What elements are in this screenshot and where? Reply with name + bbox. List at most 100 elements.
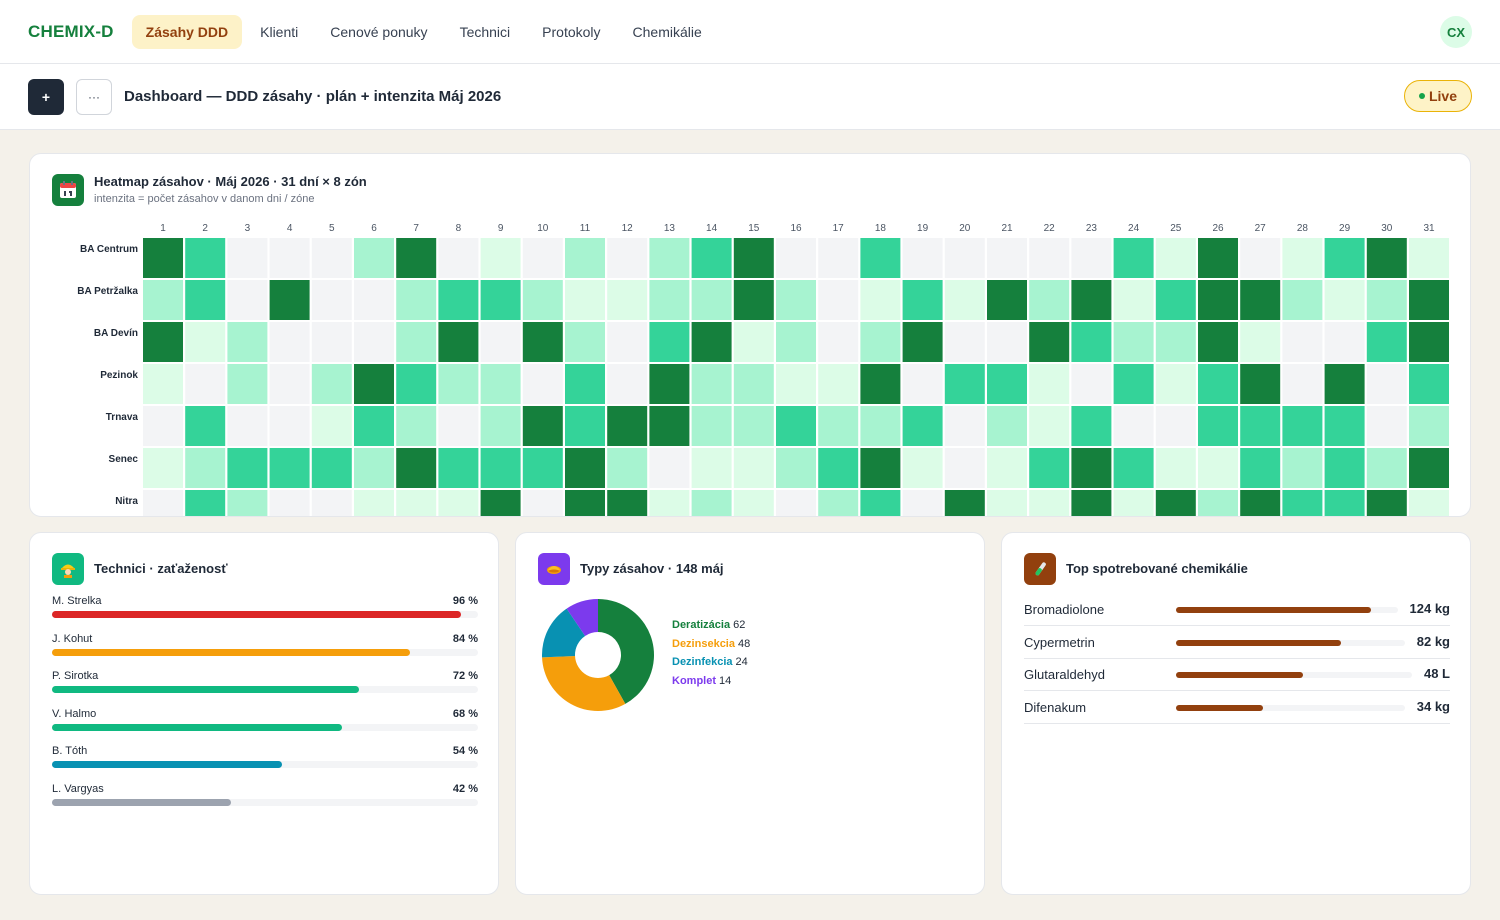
heatmap-cell[interactable] [269, 406, 310, 446]
heatmap-cell[interactable] [1409, 280, 1449, 320]
heatmap-cell[interactable] [944, 322, 985, 362]
heatmap-cell[interactable] [311, 406, 352, 446]
heatmap-cell[interactable] [143, 406, 183, 446]
heatmap-cell[interactable] [1240, 406, 1281, 446]
donut-slice[interactable] [542, 655, 626, 711]
heatmap-cell[interactable] [607, 448, 648, 488]
heatmap-cell[interactable] [1029, 406, 1070, 446]
heatmap-cell[interactable] [607, 280, 648, 320]
heatmap-cell[interactable] [396, 280, 437, 320]
heatmap-cell[interactable] [438, 322, 479, 362]
heatmap-cell[interactable] [1324, 364, 1365, 404]
heatmap-cell[interactable] [522, 448, 563, 488]
heatmap-cell[interactable] [776, 322, 816, 362]
heatmap-cell[interactable] [776, 364, 816, 404]
heatmap-cell[interactable] [438, 238, 479, 278]
heatmap-cell[interactable] [227, 280, 268, 320]
heatmap-cell[interactable] [1029, 490, 1070, 517]
heatmap-cell[interactable] [354, 238, 394, 278]
donut-slice[interactable] [542, 608, 586, 658]
chemical-row[interactable]: Cypermetrin 82 kg [1024, 626, 1450, 659]
heatmap-cell[interactable] [311, 280, 352, 320]
heatmap-cell[interactable] [733, 364, 774, 404]
heatmap-cell[interactable] [902, 238, 943, 278]
heatmap-cell[interactable] [480, 280, 521, 320]
heatmap-cell[interactable] [649, 364, 690, 404]
heatmap-cell[interactable] [607, 322, 648, 362]
heatmap-cell[interactable] [1409, 406, 1449, 446]
heatmap-cell[interactable] [987, 448, 1027, 488]
heatmap-cell[interactable] [1366, 406, 1407, 446]
heatmap-cell[interactable] [1155, 322, 1196, 362]
heatmap-cell[interactable] [565, 322, 605, 362]
heatmap-cell[interactable] [691, 280, 732, 320]
donut-slice[interactable] [566, 599, 598, 636]
heatmap-cell[interactable] [227, 406, 268, 446]
tab-protokoly[interactable]: Protokoly [542, 23, 601, 40]
heatmap-cell[interactable] [522, 406, 563, 446]
heatmap-cell[interactable] [438, 448, 479, 488]
heatmap-cell[interactable] [354, 364, 394, 404]
heatmap-cell[interactable] [354, 490, 394, 517]
heatmap-cell[interactable] [1324, 280, 1365, 320]
heatmap-cell[interactable] [1409, 448, 1449, 488]
heatmap-cell[interactable] [1282, 280, 1323, 320]
heatmap-cell[interactable] [1029, 322, 1070, 362]
heatmap-cell[interactable] [818, 322, 859, 362]
avatar[interactable]: CX [1440, 16, 1472, 48]
heatmap-cell[interactable] [438, 364, 479, 404]
heatmap-cell[interactable] [1155, 280, 1196, 320]
heatmap-cell[interactable] [860, 280, 901, 320]
heatmap-cell[interactable] [1240, 448, 1281, 488]
heatmap-cell[interactable] [1029, 280, 1070, 320]
heatmap-cell[interactable] [269, 280, 310, 320]
heatmap-cell[interactable] [1155, 238, 1196, 278]
heatmap-cell[interactable] [396, 406, 437, 446]
heatmap-cell[interactable] [818, 238, 859, 278]
heatmap-cell[interactable] [1071, 364, 1112, 404]
heatmap-cell[interactable] [522, 238, 563, 278]
heatmap-cell[interactable] [143, 364, 183, 404]
heatmap-cell[interactable] [1113, 490, 1154, 517]
heatmap-cell[interactable] [185, 238, 226, 278]
heatmap-cell[interactable] [185, 406, 226, 446]
heatmap-cell[interactable] [1240, 238, 1281, 278]
heatmap-cell[interactable] [776, 490, 816, 517]
heatmap-cell[interactable] [269, 238, 310, 278]
donut-slice[interactable] [598, 599, 655, 704]
heatmap-cell[interactable] [480, 238, 521, 278]
heatmap-cell[interactable] [776, 448, 816, 488]
heatmap-cell[interactable] [733, 238, 774, 278]
heatmap-cell[interactable] [649, 280, 690, 320]
heatmap-cell[interactable] [565, 406, 605, 446]
heatmap-cell[interactable] [269, 322, 310, 362]
heatmap-cell[interactable] [1366, 238, 1407, 278]
add-button[interactable]: + [28, 78, 64, 115]
heatmap-cell[interactable] [269, 364, 310, 404]
heatmap-cell[interactable] [1409, 238, 1449, 278]
heatmap-cell[interactable] [1282, 448, 1323, 488]
heatmap-cell[interactable] [143, 238, 183, 278]
heatmap-cell[interactable] [396, 322, 437, 362]
chemical-row[interactable]: Difenakum 34 kg [1024, 691, 1450, 724]
heatmap-cell[interactable] [1198, 364, 1238, 404]
heatmap-cell[interactable] [1409, 490, 1449, 517]
heatmap-cell[interactable] [269, 490, 310, 517]
heatmap-cell[interactable] [227, 238, 268, 278]
heatmap-cell[interactable] [438, 280, 479, 320]
heatmap-cell[interactable] [565, 448, 605, 488]
legend-item[interactable]: Dezinsekcia 48 [672, 638, 750, 657]
heatmap-cell[interactable] [1198, 322, 1238, 362]
heatmap-cell[interactable] [944, 490, 985, 517]
heatmap-cell[interactable] [143, 448, 183, 488]
heatmap-cell[interactable] [480, 406, 521, 446]
heatmap-cell[interactable] [565, 280, 605, 320]
heatmap-cell[interactable] [1324, 448, 1365, 488]
heatmap-cell[interactable] [480, 364, 521, 404]
live-badge[interactable]: Live [1403, 80, 1472, 112]
heatmap-cell[interactable] [860, 322, 901, 362]
heatmap-cell[interactable] [1240, 280, 1281, 320]
heatmap-cell[interactable] [691, 238, 732, 278]
heatmap-cell[interactable] [1282, 406, 1323, 446]
heatmap-cell[interactable] [1366, 448, 1407, 488]
